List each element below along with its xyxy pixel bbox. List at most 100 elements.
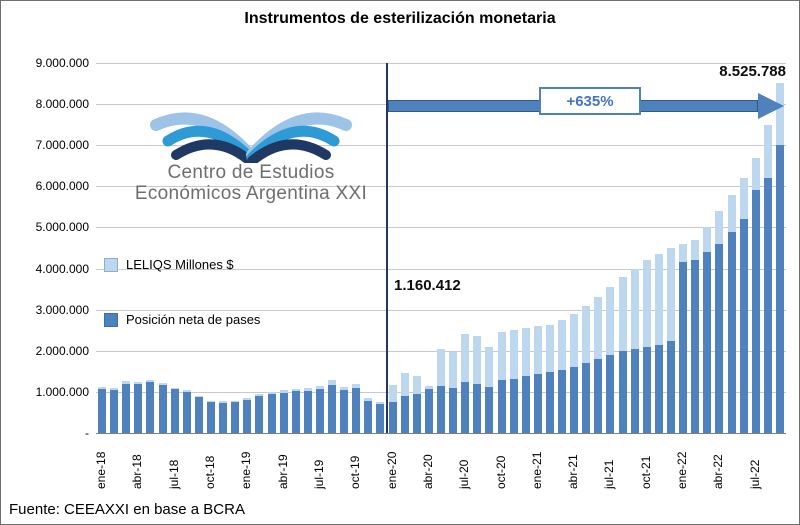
growth-percent-badge: +635% xyxy=(539,87,641,115)
divider-line xyxy=(385,63,388,433)
bar-segment-leliqs xyxy=(424,385,433,389)
bar-segment-pases xyxy=(763,178,772,433)
chart-legend: LELIQS Millones $ Posición neta de pases xyxy=(104,257,260,367)
bar-segment-pases xyxy=(412,393,421,433)
bar-segment-leliqs xyxy=(400,373,409,396)
x-tick-label: oct-18 xyxy=(203,455,217,489)
bar-segment-leliqs xyxy=(303,388,312,391)
bar-segment-leliqs xyxy=(461,334,470,383)
bar-segment-leliqs xyxy=(545,325,554,373)
bar-segment-pases xyxy=(146,382,155,433)
bar-segment-leliqs xyxy=(388,385,397,403)
bar-segment-leliqs xyxy=(98,386,107,389)
bar-segment-pases xyxy=(110,389,119,433)
gridline xyxy=(96,186,786,188)
source-note: Fuente: CEEAXXI en base a BCRA xyxy=(9,501,245,518)
x-tick-label: jul-18 xyxy=(166,459,181,489)
x-tick-label: abr-20 xyxy=(420,454,435,489)
y-tick-label: 7.000.000 xyxy=(35,138,89,153)
bar-segment-leliqs xyxy=(497,332,506,381)
y-tick-label: 6.000.000 xyxy=(35,179,89,194)
bar-segment-pases xyxy=(739,219,748,433)
bar-segment-leliqs xyxy=(473,336,482,384)
bar-segment-leliqs xyxy=(122,381,131,384)
bar-segment-leliqs xyxy=(558,319,567,371)
bar-segment-leliqs xyxy=(594,297,603,359)
ceeaxxi-logo: Centro de Estudios Económicos Argentina … xyxy=(134,99,368,204)
x-axis-labels: ene-18 abr-18 jul-18 oct-18 ene-19 abr-19 jul-… xyxy=(94,437,786,493)
bar-segment-leliqs xyxy=(267,392,276,395)
logo-text-line1: Centro de Estudios xyxy=(167,162,335,183)
bar-segment-pases xyxy=(642,346,651,433)
bar-segment-leliqs xyxy=(715,211,724,244)
bar-segment-leliqs xyxy=(606,287,615,355)
bar-segment-leliqs xyxy=(582,305,591,364)
bar-segment-pases xyxy=(303,390,312,433)
x-tick-label: jul-22 xyxy=(747,459,762,489)
x-axis-line xyxy=(96,433,786,434)
bar-segment-leliqs xyxy=(255,394,264,397)
gridline xyxy=(96,63,786,64)
bar-segment-leliqs xyxy=(630,268,639,349)
bar-segment-leliqs xyxy=(703,227,712,253)
bar-segment-pases xyxy=(654,344,663,433)
bar-segment-leliqs xyxy=(521,328,530,377)
y-tick-label: 9.000.000 xyxy=(35,56,89,70)
bar-segment-leliqs xyxy=(739,178,748,220)
legend-item-pases: Posición neta de pases xyxy=(104,312,260,327)
bar-segment-pases xyxy=(158,385,167,433)
x-tick-label: jul-20 xyxy=(457,459,472,489)
bar-segment-pases xyxy=(703,252,712,433)
growth-arrow-head-icon xyxy=(758,93,784,119)
gridline xyxy=(96,268,786,270)
bar-segment-leliqs xyxy=(315,386,324,390)
bar-segment-leliqs xyxy=(509,330,518,379)
bar-segment-pases xyxy=(170,389,179,433)
bar-segment-leliqs xyxy=(110,388,119,390)
bar-segment-pases xyxy=(485,386,494,433)
bar-segment-leliqs xyxy=(243,398,252,401)
bar-segment-pases xyxy=(437,385,445,433)
bar-segment-pases xyxy=(618,350,627,433)
x-tick-label: ene-18 xyxy=(94,451,109,489)
bar-segment-leliqs xyxy=(376,401,385,405)
plot-area: +635% 1.160.412 8.525.788 Centro de Estu… xyxy=(96,63,786,433)
bar-segment-pases xyxy=(98,388,107,433)
bar-segment-leliqs xyxy=(352,384,361,389)
legend-swatch-pases xyxy=(104,312,118,327)
bar-segment-pases xyxy=(449,387,458,433)
bar-segment-leliqs xyxy=(485,346,494,387)
x-tick-label: abr-18 xyxy=(130,454,145,489)
bar-segment-pases xyxy=(352,388,361,433)
bar-segment-pases xyxy=(667,340,675,433)
bar-segment-leliqs xyxy=(134,381,143,385)
y-tick-label: 1.000.000 xyxy=(35,384,89,399)
bar-segment-leliqs xyxy=(751,157,760,191)
x-tick-label: abr-19 xyxy=(275,454,290,489)
gridline xyxy=(96,145,786,147)
annotation-end-value: 8.525.788 xyxy=(719,63,786,80)
bar-segment-leliqs xyxy=(691,239,700,261)
x-tick-label: oct-19 xyxy=(348,455,363,489)
logo-text-line2: Económicos Argentina XXI xyxy=(134,182,368,204)
y-tick-label: 2.000.000 xyxy=(35,343,89,358)
bar-segment-leliqs xyxy=(763,124,772,179)
bar-segment-pases xyxy=(207,401,215,433)
bar-series xyxy=(96,63,786,433)
bar-segment-pases xyxy=(134,384,143,433)
legend-swatch-leliqs xyxy=(104,257,118,272)
bar-segment-leliqs xyxy=(449,351,458,388)
y-tick-label: 4.000.000 xyxy=(35,261,89,276)
bar-segment-pases xyxy=(461,382,470,433)
bar-segment-pases xyxy=(219,402,228,433)
bar-segment-pases xyxy=(182,391,191,433)
legend-label-leliqs: LELIQS Millones $ xyxy=(126,257,234,272)
bar-segment-leliqs xyxy=(207,400,215,402)
bar-segment-leliqs xyxy=(182,390,191,392)
y-tick-label: 5.000.000 xyxy=(35,220,89,235)
bar-segment-leliqs xyxy=(170,387,179,390)
bar-segment-pases xyxy=(267,394,276,433)
legend-label-pases: Posición neta de pases xyxy=(126,312,261,327)
y-tick-label: - xyxy=(85,426,89,440)
